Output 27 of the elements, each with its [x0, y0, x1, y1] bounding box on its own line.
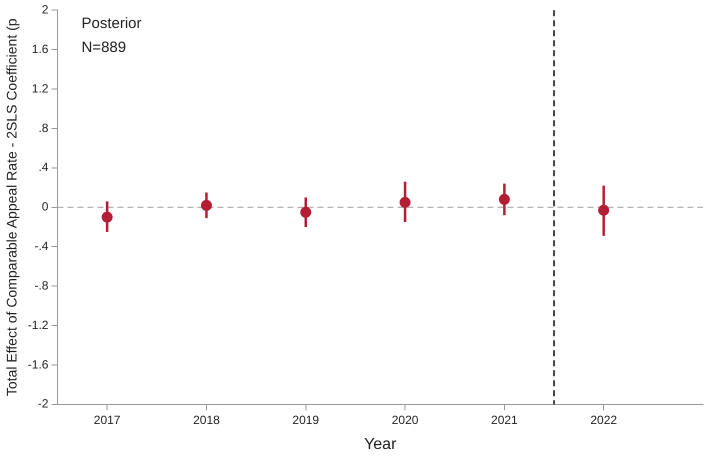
- x-tick-label: 2021: [491, 412, 518, 427]
- x-tick-label: 2019: [292, 412, 320, 427]
- x-tick-label: 2017: [94, 412, 121, 427]
- x-axis-title: Year: [364, 436, 398, 453]
- annotation: N=889: [81, 38, 126, 56]
- point: [200, 200, 212, 211]
- y-tick-label: -.4: [34, 239, 49, 254]
- y-tick-label: 1.2: [32, 81, 49, 96]
- y-tick-label: -1.2: [28, 318, 49, 332]
- y-tick-label: 2: [42, 2, 49, 17]
- x-tick-label: 2022: [590, 412, 618, 427]
- y-tick-label: .4: [38, 160, 49, 174]
- point: [598, 204, 610, 216]
- y-tick-label: -.8: [34, 278, 49, 292]
- y-tick-label: -1.6: [28, 357, 49, 372]
- y-tick-label: 1.6: [32, 42, 49, 56]
- y-tick-label: .8: [38, 120, 49, 135]
- point: [400, 196, 411, 208]
- x-tick-label: 2020: [392, 412, 419, 427]
- y-tick-label: -2: [38, 396, 49, 411]
- point: [498, 194, 510, 205]
- y-axis-title: Total Effect of Comparable Appeal Rate - 2SLS Coefficient (p: [3, 18, 20, 396]
- annotation: Posterior: [81, 14, 142, 32]
- point: [300, 206, 312, 218]
- point: [102, 212, 113, 223]
- y-tick-label: 0: [42, 200, 49, 214]
- x-tick-label: 2018: [193, 412, 220, 427]
